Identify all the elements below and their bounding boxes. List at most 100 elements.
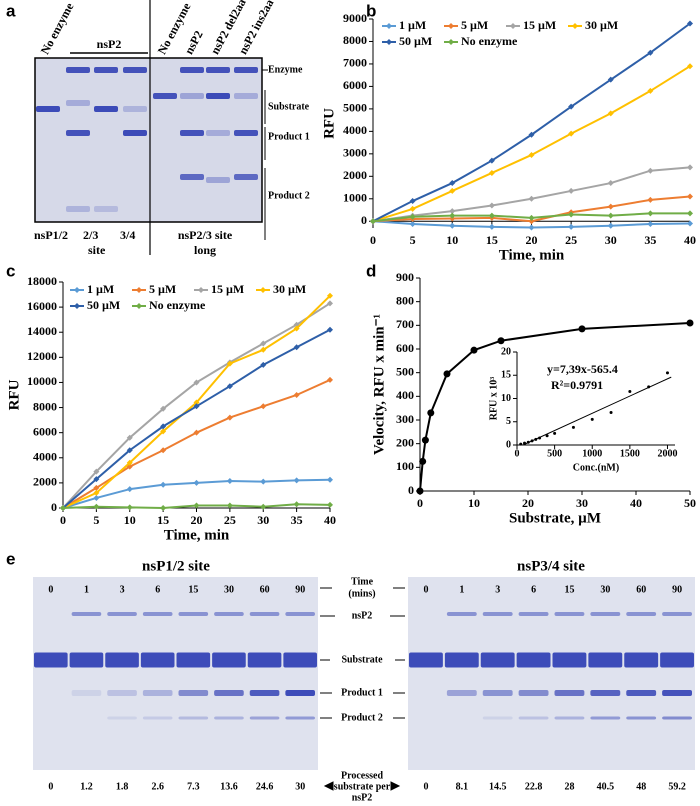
marker — [327, 376, 333, 383]
x-tick-label: 25 — [224, 513, 236, 527]
marker — [687, 210, 693, 217]
legend-marker — [74, 303, 80, 309]
marker — [260, 403, 267, 410]
x-axis-title: Conc.(nM) — [573, 462, 619, 473]
processed-value: 7.3 — [187, 781, 200, 792]
marker — [260, 503, 267, 510]
marker — [421, 436, 429, 444]
gel-band — [590, 716, 621, 720]
legend-marker — [136, 303, 142, 309]
gel-band — [234, 67, 258, 73]
marker — [193, 429, 200, 436]
legend-marker — [198, 287, 204, 293]
y-tick-label: 14000 — [27, 324, 57, 338]
processed-value: 40.5 — [597, 781, 615, 792]
legend-label: 50 µM — [399, 34, 432, 48]
legend-marker — [386, 39, 392, 45]
lane-time: 30 — [224, 584, 234, 595]
legend-label: 5 µM — [149, 282, 176, 296]
marker — [687, 220, 693, 227]
y-tick-label: 400 — [396, 388, 414, 402]
marker — [327, 292, 333, 299]
marker — [568, 130, 575, 137]
gel-band — [212, 652, 246, 668]
marker — [293, 392, 300, 398]
gel-band — [66, 206, 90, 212]
lane-time: 0 — [48, 584, 53, 595]
y-tick-label: 800 — [396, 293, 414, 307]
x-tick-label: 20 — [526, 233, 538, 247]
y-tick-label: 18000 — [27, 274, 57, 288]
marker — [607, 76, 614, 83]
gel-band — [180, 67, 204, 73]
gel-band — [285, 690, 315, 696]
gel-band — [249, 690, 280, 696]
gel-title: nsP1/2 site — [142, 558, 210, 574]
legend-label: 1 µM — [87, 282, 114, 296]
x-tick-label: 0 — [370, 233, 376, 247]
y-tick-label: 8000 — [343, 33, 367, 47]
marker — [528, 151, 535, 158]
gel-band — [482, 716, 513, 720]
gel — [408, 577, 695, 770]
annotation: y=7,39x-565.4 — [547, 362, 618, 376]
lane-time: 1 — [84, 584, 89, 595]
marker — [193, 399, 200, 406]
gel-band — [626, 716, 657, 720]
marker — [647, 210, 654, 217]
marker — [607, 222, 614, 229]
marker — [568, 103, 575, 110]
marker — [193, 379, 200, 386]
x-tick-label: 20 — [522, 496, 534, 510]
marker — [409, 220, 416, 227]
marker — [571, 425, 575, 429]
marker — [370, 218, 376, 225]
marker — [409, 213, 416, 220]
gel-band — [142, 690, 173, 696]
marker — [93, 489, 100, 496]
processed-value: 2.6 — [151, 781, 164, 792]
gel-band — [234, 130, 258, 136]
marker — [607, 212, 614, 219]
y-tick-label: 2000 — [33, 475, 57, 489]
lane-group-label: nsP2 — [97, 37, 122, 51]
gel-band — [66, 130, 90, 136]
processed-value: 14.5 — [489, 781, 507, 792]
annotation: R²=0.9791 — [551, 378, 603, 392]
lane-time: 60 — [636, 584, 646, 595]
gel-band — [180, 174, 204, 180]
processed-label: nsP2 — [352, 792, 373, 803]
gel-band — [480, 652, 515, 668]
gel-band — [206, 130, 230, 136]
lane-time: 15 — [564, 584, 574, 595]
legend-label: No enzyme — [461, 34, 518, 48]
marker — [260, 346, 267, 353]
y-tick-label: 0 — [408, 483, 414, 497]
gel-band — [176, 652, 211, 668]
marker — [607, 203, 614, 210]
lane-time: 3 — [120, 584, 125, 595]
lane-time: 6 — [531, 584, 536, 595]
x-tick-label: 5 — [410, 233, 416, 247]
marker — [293, 501, 300, 508]
lane-time: 0 — [423, 584, 428, 595]
y-tick-label: 7000 — [343, 56, 367, 70]
marker — [93, 476, 100, 483]
gel — [33, 577, 318, 770]
gel-band — [71, 612, 102, 616]
x-tick-label: 40 — [630, 496, 642, 510]
panel-letter: d — [366, 261, 376, 280]
gel-band — [283, 652, 317, 668]
marker — [226, 478, 233, 485]
marker — [416, 487, 424, 495]
y-tick-label: 10000 — [27, 374, 57, 388]
y-tick-label: 3000 — [343, 146, 367, 160]
x-tick-label: 0 — [417, 496, 423, 510]
time-label: Time — [351, 576, 374, 587]
x-tick-label: 15 — [157, 513, 169, 527]
marker — [427, 409, 435, 417]
gel-band — [588, 652, 623, 668]
marker — [607, 180, 614, 187]
y-axis-title: RFU — [321, 108, 337, 139]
